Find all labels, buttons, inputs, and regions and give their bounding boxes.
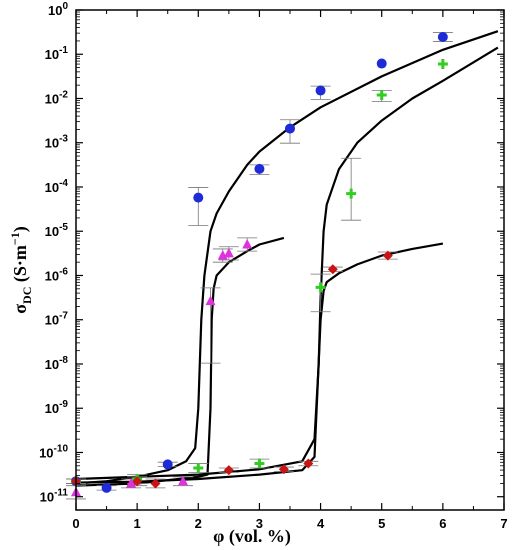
- x-tick-label: 2: [195, 516, 202, 531]
- y-tick-label: 10-9: [45, 399, 69, 416]
- fit-curves: [75, 30, 499, 487]
- data-point-triangle: [126, 477, 137, 488]
- data-point-triangle: [223, 247, 234, 258]
- y-tick-label: 10-11: [40, 488, 69, 505]
- y-tick-label: 10-2: [45, 89, 69, 106]
- data-point-circle: [162, 459, 173, 470]
- x-tick-label: 6: [439, 516, 446, 531]
- y-tick-label: 10-4: [45, 178, 69, 195]
- plot-frame: [75, 9, 505, 511]
- data-point-cross: [193, 462, 204, 473]
- y-tick-label: 10-10: [39, 443, 68, 460]
- data-point-circle: [101, 482, 112, 493]
- data-point-cross: [346, 188, 357, 199]
- y-axis-unit: (S·m: [10, 245, 31, 287]
- data-markers: [71, 31, 448, 497]
- data-point-circle: [315, 85, 326, 96]
- x-axis-title: φ (vol. %): [213, 526, 291, 547]
- y-tick-label: 10-7: [45, 311, 69, 328]
- y-tick-label: 10-6: [45, 266, 69, 283]
- x-tick-label: 1: [134, 516, 141, 531]
- data-point-triangle: [205, 295, 216, 306]
- x-tick-label: 7: [500, 516, 507, 531]
- data-point-diamond: [150, 478, 161, 489]
- fit-curve: [75, 46, 499, 481]
- y-axis-subscript: DC: [20, 287, 34, 304]
- data-point-circle: [193, 192, 204, 203]
- x-tick-label: 3: [256, 516, 263, 531]
- y-axis-unit-close: ): [10, 226, 31, 232]
- data-point-circle: [254, 163, 265, 174]
- y-axis-title: σDC (S·m−1): [8, 226, 34, 314]
- data-point-diamond: [327, 264, 338, 275]
- data-point-triangle: [242, 239, 253, 249]
- x-tick-label: 4: [317, 516, 325, 531]
- data-point-circle: [376, 58, 387, 69]
- y-tick-label: 10-5: [45, 222, 69, 239]
- data-point-cross: [254, 458, 265, 469]
- data-point-diamond: [303, 458, 314, 469]
- data-point-diamond: [223, 465, 234, 476]
- x-tick-label: 0: [72, 516, 79, 531]
- data-point-diamond: [278, 464, 289, 475]
- error-bars: [66, 32, 453, 500]
- y-axis-symbol: σ: [10, 304, 30, 314]
- fit-curve: [75, 30, 499, 485]
- data-point-cross: [315, 282, 326, 293]
- y-tick-label: 10-8: [45, 355, 69, 372]
- axes: 0 1 2 3 4 5 6 7 10-11 10-10 10-9 10-8 10-7 10-6 10-5 10…: [39, 1, 508, 531]
- y-tick-label: 10-3: [45, 134, 69, 151]
- data-point-triangle: [178, 475, 188, 486]
- data-point-diamond: [132, 476, 143, 487]
- y-tick-label: 10-1: [45, 45, 69, 62]
- data-point-diamond: [382, 250, 393, 261]
- data-point-circle: [285, 123, 295, 134]
- data-point-circle: [437, 31, 448, 42]
- fit-curve: [75, 236, 285, 487]
- x-tick-label: 5: [378, 516, 385, 531]
- fit-curve: [75, 242, 444, 484]
- data-point-cross: [437, 58, 448, 69]
- data-point-cross: [376, 89, 387, 100]
- y-axis-unit-exponent: −1: [8, 232, 22, 245]
- y-tick-label: 100: [48, 1, 68, 18]
